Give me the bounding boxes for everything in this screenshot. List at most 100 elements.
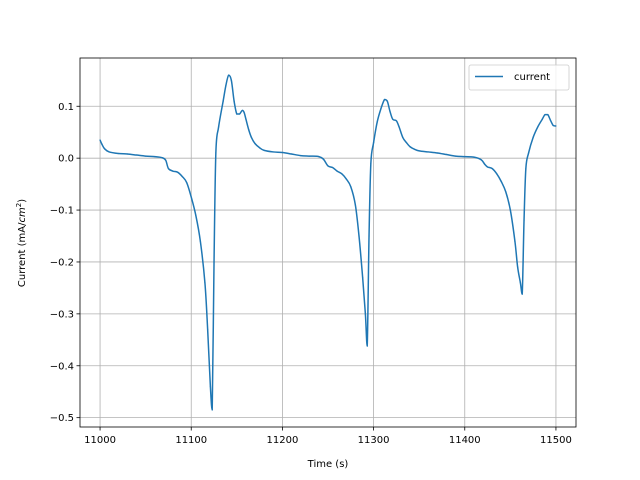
data-point [517,266,519,268]
data-point [228,74,230,76]
data-point [176,171,179,173]
data-point [366,345,368,347]
data-point [145,155,147,157]
data-point [376,121,378,123]
data-point [190,196,192,198]
data-point [547,113,549,116]
data-point [509,209,511,211]
data-point [500,180,502,183]
data-point [309,155,311,157]
data-point [165,159,167,161]
data-point [362,276,364,279]
data-point [135,154,138,156]
x-tick-label: 11300 [358,435,390,446]
data-point [172,170,174,172]
data-point [389,110,391,113]
data-point [248,129,250,131]
data-point [236,113,238,115]
data-point [354,204,356,206]
y-tick-label: 0.1 [58,102,74,113]
data-point [263,149,265,151]
data-point [491,167,493,170]
data-point [496,173,498,175]
data-point [519,282,521,284]
data-point [455,155,457,157]
data-point [108,151,110,153]
data-point [225,84,227,87]
data-point [532,136,534,139]
data-point [241,109,243,112]
data-point [215,152,217,154]
data-point [386,100,388,102]
data-point [392,118,394,120]
data-point [372,141,375,144]
data-point [537,126,539,128]
x-tick-label: 11500 [540,435,572,446]
data-point [327,165,329,167]
data-point [552,124,554,127]
data-point [380,108,382,110]
data-point [245,118,247,120]
data-point [209,385,211,388]
data-point [436,152,439,154]
data-point [405,141,408,144]
data-point [300,154,302,157]
x-tick-label: 11100 [175,435,207,446]
y-tick-label: 0.0 [58,154,74,165]
data-point [383,98,386,101]
data-point [167,167,170,170]
data-point [555,125,557,127]
y-tick-label: −0.2 [50,257,74,268]
data-point [281,151,284,154]
data-point [427,151,429,153]
x-axis-label: Time (s) [307,459,349,470]
data-point [195,214,197,216]
data-point [549,119,552,121]
data-point [398,126,400,128]
data-point [521,293,523,295]
data-point [290,153,293,155]
data-point [243,111,245,114]
data-point [322,158,325,160]
data-point [117,152,119,155]
x-tick-label: 11000 [84,435,116,446]
data-point [250,136,253,139]
data-point [364,313,366,315]
data-point [199,240,201,242]
data-point [480,159,482,161]
data-point [395,120,397,122]
data-point [484,163,486,165]
grid-lines [80,58,576,427]
data-point [213,261,215,263]
data-point [514,240,516,242]
data-point [161,157,163,159]
data-point [211,409,213,411]
data-point [272,151,274,153]
data-point [402,136,404,139]
data-point [350,186,352,188]
data-point [217,126,220,128]
data-point [486,166,489,168]
x-tick-label: 11200 [267,435,299,446]
data-point [222,100,224,102]
data-point [104,148,106,150]
legend-box [468,64,570,91]
data-point [154,156,156,158]
data-point [541,118,543,120]
data-point [254,143,256,145]
data-point [126,153,129,155]
data-point [259,147,261,149]
plot-frame [79,57,577,428]
data-point [181,175,183,177]
data-point [345,178,347,180]
data-point [473,156,475,158]
y-tick-label: −0.1 [50,206,74,217]
data-point [186,181,188,184]
data-point [204,282,206,284]
legend-label: current [514,72,550,83]
data-point [358,235,360,237]
data-point [523,219,525,222]
data-point [527,152,530,154]
data-point [238,113,241,115]
y-axis-label: Current (mA/cm2) [15,199,28,287]
